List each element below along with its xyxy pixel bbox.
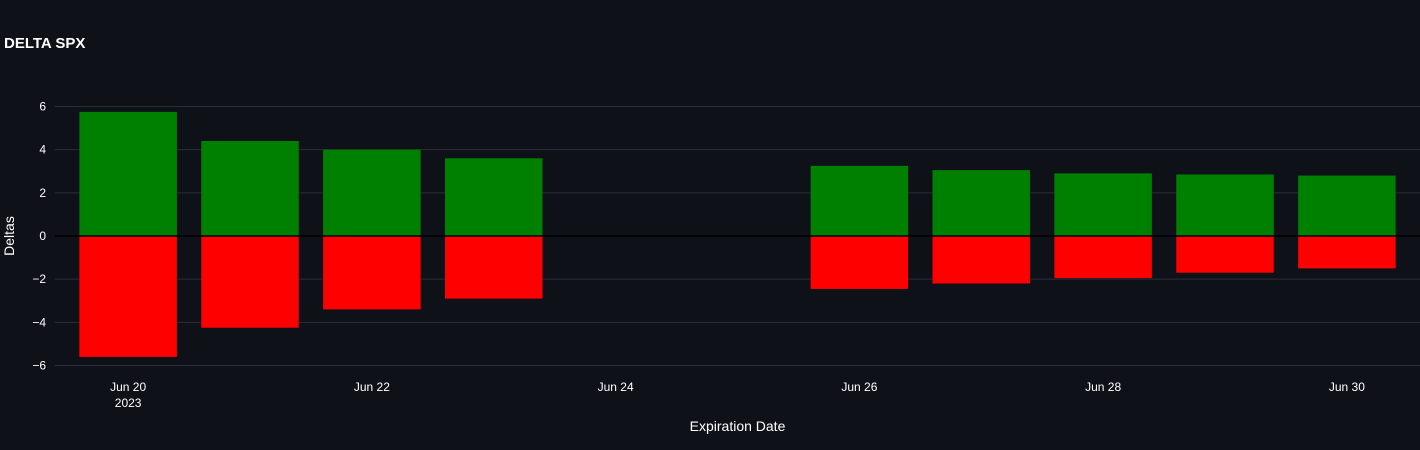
positive-delta-bar[interactable] (201, 141, 299, 236)
positive-delta-bar[interactable] (810, 165, 909, 236)
negative-delta-bar[interactable] (201, 236, 299, 328)
y-tick-label: 2 (39, 186, 46, 200)
positive-delta-bar[interactable] (1054, 173, 1152, 236)
negative-delta-bar[interactable] (810, 236, 909, 289)
negative-delta-bar[interactable] (445, 236, 543, 299)
negative-delta-bar[interactable] (1298, 236, 1396, 269)
positive-delta-bar[interactable] (79, 111, 177, 236)
positive-delta-bar[interactable] (445, 158, 543, 236)
y-tick-label: −6 (32, 359, 46, 373)
negative-delta-bar[interactable] (1054, 236, 1152, 279)
positive-delta-bar[interactable] (323, 149, 421, 236)
x-tick-year-label: 2023 (115, 396, 142, 410)
x-tick-label: Jun 20 (110, 380, 146, 394)
y-tick-labels: 6 4 2 0 −2 −4 −6 (32, 99, 46, 372)
positive-delta-bar[interactable] (1298, 175, 1396, 236)
y-tick-label: 4 (39, 143, 46, 157)
y-tick-label: −4 (32, 315, 46, 329)
positive-delta-bar[interactable] (932, 170, 1031, 236)
x-tick-labels: Jun 20 2023 Jun 22 Jun 24 Jun 26 Jun 28 Jun 30 (110, 380, 1365, 410)
x-tick-label: Jun 26 (841, 380, 877, 394)
x-tick-label: Jun 30 (1329, 380, 1365, 394)
y-tick-label: 6 (39, 99, 46, 113)
y-tick-label: 0 (39, 229, 46, 243)
negative-delta-bar[interactable] (79, 236, 177, 357)
x-tick-label: Jun 28 (1085, 380, 1121, 394)
bars (79, 111, 1396, 357)
x-axis-title: Expiration Date (690, 418, 786, 434)
y-axis-title: Deltas (1, 216, 17, 256)
x-tick-label: Jun 24 (598, 380, 634, 394)
y-tick-label: −2 (32, 272, 46, 286)
positive-delta-bar[interactable] (1176, 174, 1274, 236)
negative-delta-bar[interactable] (932, 236, 1031, 284)
x-tick-label: Jun 22 (354, 380, 390, 394)
negative-delta-bar[interactable] (1176, 236, 1274, 273)
chart-title: DELTA SPX (4, 35, 86, 52)
negative-delta-bar[interactable] (323, 236, 421, 310)
